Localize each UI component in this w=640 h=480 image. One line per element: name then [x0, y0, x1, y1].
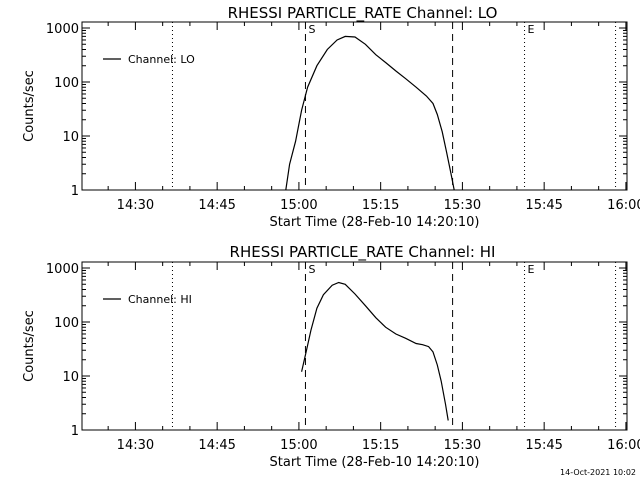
y-tick-label: 100	[54, 316, 79, 331]
series-line	[285, 35, 455, 191]
x-tick-label: 15:15	[362, 198, 399, 213]
x-tick-label: 15:45	[525, 198, 562, 213]
marker-label: E	[528, 23, 535, 36]
x-tick-label: 16:00	[607, 438, 640, 453]
x-tick-label: 15:00	[280, 438, 317, 453]
x-tick-label: 15:30	[444, 198, 481, 213]
y-tick-label: 10	[62, 370, 79, 385]
x-axis-label: Start Time (28-Feb-10 14:20:10)	[270, 455, 480, 470]
x-tick-label: 14:45	[198, 438, 235, 453]
panel-lo: RHESSI PARTICLE_RATE Channel: LO 14:30 14:…	[22, 4, 640, 230]
y-tick-label: 1	[71, 424, 79, 439]
x-tick-label: 15:45	[525, 438, 562, 453]
marker-label: S	[308, 263, 315, 276]
legend-label: Channel: HI	[128, 293, 192, 306]
x-tick-label: 14:30	[117, 198, 154, 213]
panel-hi: RHESSI PARTICLE_RATE Channel: HI 14:30 14:…	[22, 243, 640, 470]
y-axis-label: Counts/sec	[22, 70, 37, 142]
y-tick-label: 100	[54, 76, 79, 91]
x-tick-label: 15:15	[362, 438, 399, 453]
series-line	[301, 281, 449, 421]
plot-frame	[81, 261, 628, 431]
y-tick-label: 10	[62, 130, 79, 145]
x-tick-label: 16:00	[607, 198, 640, 213]
x-axis-label: Start Time (28-Feb-10 14:20:10)	[270, 215, 480, 230]
marker-label: E	[528, 263, 535, 276]
footer-timestamp: 14-Oct-2021 10:02	[560, 468, 636, 477]
legend-label: Channel: LO	[128, 53, 195, 66]
x-tick-label: 14:30	[117, 438, 154, 453]
marker-label: S	[308, 23, 315, 36]
chart-title: RHESSI PARTICLE_RATE Channel: HI	[230, 243, 496, 262]
y-axis-label: Counts/sec	[22, 310, 37, 382]
plot-frame	[81, 21, 628, 191]
y-tick-label: 1	[71, 184, 79, 199]
y-tick-label: 1000	[46, 22, 79, 37]
x-tick-label: 15:30	[444, 438, 481, 453]
y-tick-label: 1000	[46, 262, 79, 277]
x-tick-label: 14:45	[198, 198, 235, 213]
x-tick-label: 15:00	[280, 198, 317, 213]
chart-title: RHESSI PARTICLE_RATE Channel: LO	[228, 4, 498, 23]
